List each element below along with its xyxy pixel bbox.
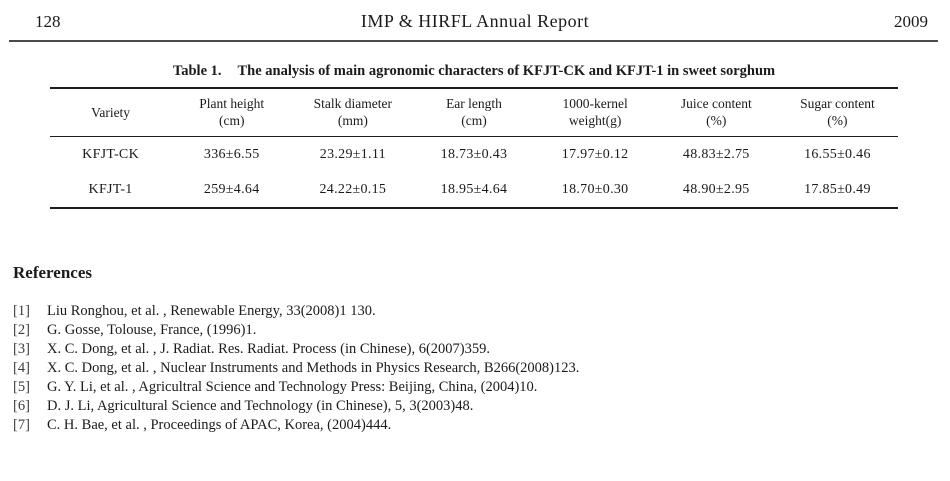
reference-text: G. Gosse, Tolouse, France, (1996)1. (47, 322, 257, 338)
reference-text: Liu Ronghou, et al. , Renewable Energy, … (47, 303, 376, 319)
table-caption-text: The analysis of main agronomic character… (237, 63, 776, 79)
reference-number: [3] (13, 341, 30, 357)
column-header-sugar-content: Sugar content (%) (776, 88, 898, 137)
value-cell: 48.90±2.95 (682, 181, 750, 197)
table-header-row: Variety Plant height (cm) Stalk diameter (mm… (50, 88, 898, 137)
paper-page: 128 IMP & HIRFL Annual Report 2009 Table… (0, 0, 950, 435)
value-cell: 18.95±4.64 (440, 181, 508, 197)
column-header-ear-length: Ear length (cm) (413, 88, 535, 137)
value-cell: 17.97±0.12 (561, 146, 629, 162)
references-section: References [1] Liu Ronghou, et al. , Rene… (13, 263, 950, 435)
references-heading: References (13, 263, 92, 282)
value-cell: 23.29±1.11 (319, 146, 386, 162)
column-header-stalk-diameter: Stalk diameter (mm) (292, 88, 414, 137)
table-row: KFJT-1 259±4.64 24.22±0.15 18.95±4.64 18.70±… (50, 172, 898, 208)
agronomic-characters-table: Variety Plant height (cm) Stalk diameter (mm… (50, 87, 898, 209)
table-section: Table 1. The analysis of main agronomic c… (50, 63, 898, 209)
reference-number: [6] (13, 398, 30, 414)
column-header-variety: Variety (50, 88, 172, 137)
reference-item: [1] Liu Ronghou, et al. , Renewable Energ… (13, 302, 950, 321)
table-caption: Table 1. The analysis of main agronomic c… (50, 63, 898, 80)
page-number: 128 (35, 12, 61, 31)
reference-number: [7] (13, 417, 30, 433)
column-header-juice-content: Juice content (%) (655, 88, 777, 137)
value-cell: 259±4.64 (203, 181, 260, 197)
column-header-plant-height: Plant height (cm) (171, 88, 293, 137)
reference-item: [4] X. C. Dong, et al. , Nuclear Instrume… (13, 359, 950, 378)
reference-item: [7] C. H. Bae, et al. , Proceedings of AP… (13, 416, 950, 435)
reference-number: [2] (13, 322, 30, 338)
table-row: KFJT-CK 336±6.55 23.29±1.11 18.73±0.43 17.97… (50, 137, 898, 173)
value-cell: 24.22±0.15 (319, 181, 387, 197)
variety-cell: KFJT-CK (82, 146, 139, 162)
value-cell: 16.55±0.46 (804, 146, 871, 162)
reference-text: D. J. Li, Agricultural Science and Techn… (47, 398, 474, 414)
reference-item: [6] D. J. Li, Agricultural Science and Te… (13, 397, 950, 416)
journal-title: IMP & HIRFL Annual Report (360, 11, 590, 31)
value-cell: 336±6.55 (203, 146, 260, 162)
reference-number: [1] (13, 303, 30, 319)
value-cell: 18.73±0.43 (440, 146, 508, 162)
reference-number: [4] (13, 360, 30, 376)
column-header-1000-kernel: 1000-kernel weight(g) (534, 88, 656, 137)
header-rule (9, 40, 938, 42)
reference-text: C. H. Bae, et al. , Proceedings of APAC,… (47, 417, 392, 433)
report-year: 2009 (894, 12, 928, 31)
reference-text: X. C. Dong, et al. , Nuclear Instruments… (47, 360, 580, 376)
value-cell: 48.83±2.75 (682, 146, 750, 162)
table-header: Variety Plant height (cm) Stalk diameter (mm… (50, 88, 898, 137)
reference-text: G. Y. Li, et al. , Agricultral Science a… (47, 379, 538, 395)
reference-list: [1] Liu Ronghou, et al. , Renewable Energ… (13, 302, 950, 435)
value-cell: 17.85±0.49 (804, 181, 871, 197)
reference-text: X. C. Dong, et al. , J. Radiat. Res. Rad… (47, 341, 490, 357)
reference-item: [3] X. C. Dong, et al. , J. Radiat. Res. … (13, 340, 950, 359)
reference-item: [5] G. Y. Li, et al. , Agricultral Scienc… (13, 378, 950, 397)
reference-number: [5] (13, 379, 30, 395)
value-cell: 18.70±0.30 (561, 181, 629, 197)
variety-cell: KFJT-1 (88, 181, 133, 197)
page-header: 128 IMP & HIRFL Annual Report 2009 (0, 0, 950, 40)
table-body: KFJT-CK 336±6.55 23.29±1.11 18.73±0.43 17.97… (50, 137, 898, 209)
table-caption-label: Table 1. (172, 63, 222, 79)
reference-item: [2] G. Gosse, Tolouse, France, (1996)1. (13, 321, 950, 340)
